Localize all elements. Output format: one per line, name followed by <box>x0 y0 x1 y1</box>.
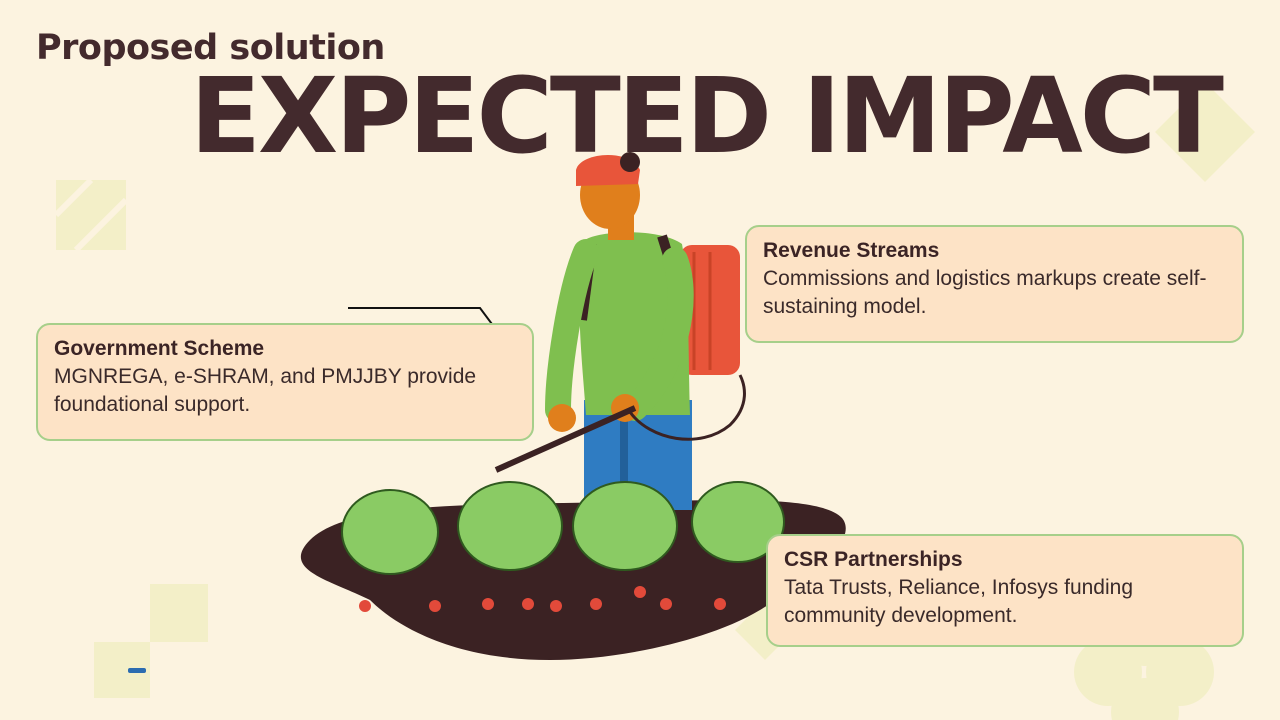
card-revenue-heading: Revenue Streams <box>763 239 940 262</box>
card-government-body: MGNREGA, e-SHRAM, and PMJJBY provide fou… <box>54 365 477 416</box>
slide-subtitle: Proposed solution <box>36 28 385 68</box>
farmer-spraying-crops-illustration <box>300 152 846 660</box>
card-government-heading: Government Scheme <box>54 337 265 360</box>
slide-marker <box>128 668 146 673</box>
card-revenue-body: Commissions and logistics markups create… <box>763 267 1207 318</box>
card-csr-body: Tata Trusts, Reliance, Infosys funding c… <box>784 576 1134 627</box>
card-csr-partnerships: CSR Partnerships Tata Trusts, Reliance, … <box>766 534 1244 647</box>
card-government-scheme: Government Scheme MGNREGA, e-SHRAM, and … <box>36 323 534 441</box>
card-csr-heading: CSR Partnerships <box>784 548 963 571</box>
slide-title: EXPECTED IMPACT <box>190 55 1224 177</box>
card-revenue-streams: Revenue Streams Commissions and logistic… <box>745 225 1244 343</box>
